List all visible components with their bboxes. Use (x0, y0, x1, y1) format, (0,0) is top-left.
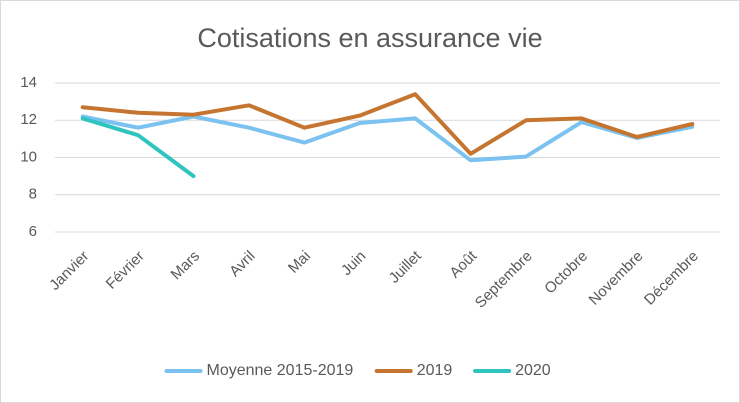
legend-label: 2020 (515, 362, 551, 379)
series-line (80, 116, 196, 179)
series-line (80, 114, 695, 163)
y-tick-label: 10 (20, 148, 37, 165)
legend-label: 2019 (417, 362, 453, 379)
y-tick-label: 6 (29, 223, 37, 240)
series-line (80, 92, 695, 156)
legend-label: Moyenne 2015-2019 (207, 362, 354, 379)
y-tick-label: 12 (20, 111, 37, 128)
chart-title: Cotisations en assurance vie (197, 23, 542, 53)
y-tick-label: 8 (29, 186, 37, 203)
y-tick-label: 14 (20, 74, 37, 91)
